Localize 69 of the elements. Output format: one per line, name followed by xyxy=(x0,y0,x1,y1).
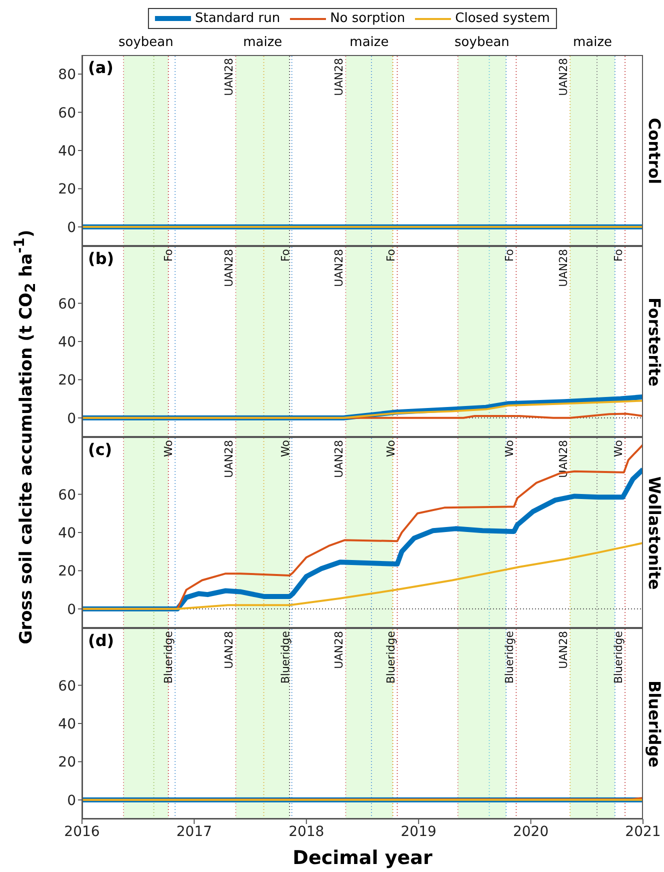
ref-line-label: Blueridge xyxy=(612,630,626,684)
band-label: maize xyxy=(243,35,282,50)
ref-line-label: Wo xyxy=(612,440,626,457)
x-tick-label: 2020 xyxy=(512,824,549,840)
band-label: maize xyxy=(350,35,389,50)
legend-label: No sorption xyxy=(330,11,406,26)
y2-axis-title: Wollastonite xyxy=(645,476,664,590)
y-tick-label: 20 xyxy=(58,372,76,389)
y2-axis-title: Control xyxy=(645,117,664,184)
y-tick-label: 60 xyxy=(58,105,76,122)
y-tick-label: 20 xyxy=(58,182,76,198)
ref-line-label: UAN28 xyxy=(222,249,236,287)
y-tick-label: 40 xyxy=(58,525,76,542)
y-tick-label: 80 xyxy=(58,67,76,84)
ref-line-label: UAN28 xyxy=(222,58,236,96)
ref-line-label: Fo xyxy=(503,248,516,262)
ref-line-label: UAN28 xyxy=(222,440,236,478)
y-tick-label: 40 xyxy=(58,143,76,160)
x-tick-label: 2021 xyxy=(625,824,661,840)
ref-line-label: UAN28 xyxy=(557,58,570,96)
annotation: (d) xyxy=(88,631,114,650)
y-tick-label: 40 xyxy=(58,334,76,350)
ref-line-label: Wo xyxy=(503,440,516,457)
band-label: maize xyxy=(572,35,612,50)
y-tick-label: 0 xyxy=(67,220,76,236)
ref-line-label: UAN28 xyxy=(222,631,236,669)
x-tick-label: 2016 xyxy=(64,824,100,840)
ref-line-label: UAN28 xyxy=(332,249,346,287)
y-tick-label: 0 xyxy=(67,602,76,618)
y-tick-label: 20 xyxy=(58,754,76,771)
y-tick-label: 40 xyxy=(58,716,76,732)
legend-label: Closed system xyxy=(455,11,550,26)
ref-line-label: UAN28 xyxy=(332,440,346,478)
annotation: (c) xyxy=(88,440,112,459)
y2-axis-title: Blueridge xyxy=(645,680,664,768)
y2-axis-title: Forsterite xyxy=(645,296,664,386)
band-label: soybean xyxy=(118,35,174,50)
ref-line-label: Blueridge xyxy=(278,630,292,684)
ref-line-label: Wo xyxy=(162,440,176,457)
ref-line-label: Blueridge xyxy=(162,630,176,684)
y-tick-label: 60 xyxy=(58,487,76,504)
ref-line-label: Blueridge xyxy=(503,630,516,684)
legend-label: Standard run xyxy=(194,11,280,26)
band-label: soybean xyxy=(454,35,510,50)
y-tick-label: 60 xyxy=(58,296,76,312)
ref-line-label: Wo xyxy=(278,440,292,457)
ref-line-label: Blueridge xyxy=(384,630,398,684)
ref-line-label: Fo xyxy=(612,248,626,262)
x-tick-label: 2019 xyxy=(400,824,436,840)
y-tick-label: 60 xyxy=(58,678,76,694)
line-series xyxy=(82,400,643,419)
ref-line-label: UAN28 xyxy=(557,631,570,669)
line-series xyxy=(82,542,643,610)
ref-line-label: UAN28 xyxy=(557,440,570,478)
y-tick-label: 0 xyxy=(67,410,76,427)
y-tick-label: 20 xyxy=(58,564,76,580)
x-axis-title: Decimal year xyxy=(292,847,432,869)
ref-line-label: Fo xyxy=(278,248,292,262)
ref-line-label: UAN28 xyxy=(557,249,570,287)
x-tick-label: 2017 xyxy=(176,824,212,840)
y-tick-label: 0 xyxy=(67,792,76,809)
ref-line-label: UAN28 xyxy=(332,631,346,669)
ref-line-label: Fo xyxy=(162,248,176,262)
ref-line-label: UAN28 xyxy=(332,58,346,96)
ref-line-label: Fo xyxy=(384,248,398,262)
annotation: (a) xyxy=(88,58,114,77)
ref-line-label: Wo xyxy=(384,440,398,457)
annotation: (b) xyxy=(88,249,114,268)
x-tick-label: 2018 xyxy=(288,824,324,840)
